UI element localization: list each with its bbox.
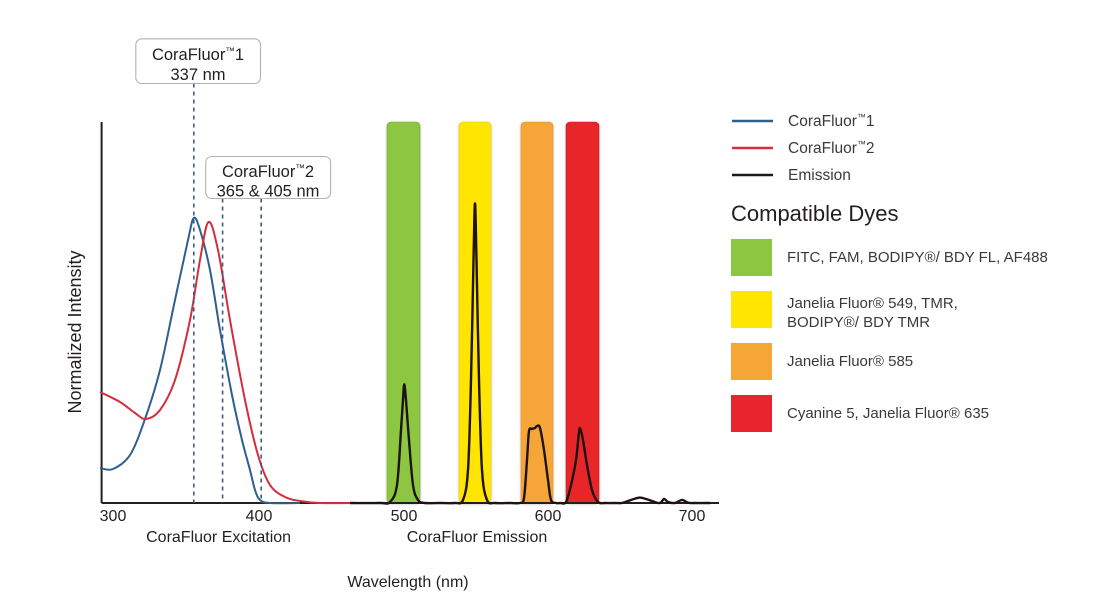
svg-text:Cyanine 5, Janelia Fluor® 635: Cyanine 5, Janelia Fluor® 635 xyxy=(787,405,989,422)
svg-text:365 & 405 nm: 365 & 405 nm xyxy=(217,183,320,201)
svg-text:500: 500 xyxy=(391,508,418,525)
svg-text:Wavelength (nm): Wavelength (nm) xyxy=(347,574,468,591)
svg-text:600: 600 xyxy=(535,508,562,525)
svg-text:BODIPY®/ BDY TMR: BODIPY®/ BDY TMR xyxy=(787,314,930,331)
svg-text:Janelia Fluor® 585: Janelia Fluor® 585 xyxy=(787,353,913,370)
svg-text:337 nm: 337 nm xyxy=(170,66,225,84)
svg-text:Compatible Dyes: Compatible Dyes xyxy=(731,201,899,226)
svg-text:300: 300 xyxy=(100,508,127,525)
svg-text:Janelia Fluor® 549, TMR,: Janelia Fluor® 549, TMR, xyxy=(787,295,958,312)
svg-text:CoraFluor Emission: CoraFluor Emission xyxy=(407,529,547,546)
svg-text:400: 400 xyxy=(246,508,273,525)
svg-text:CoraFluor Excitation: CoraFluor Excitation xyxy=(146,529,291,546)
svg-text:Emission: Emission xyxy=(788,167,851,184)
svg-text:Normalized Intensity: Normalized Intensity xyxy=(65,250,85,413)
svg-text:700: 700 xyxy=(679,508,706,525)
svg-text:FITC, FAM, BODIPY®/ BDY FL, AF: FITC, FAM, BODIPY®/ BDY FL, AF488 xyxy=(787,249,1048,266)
